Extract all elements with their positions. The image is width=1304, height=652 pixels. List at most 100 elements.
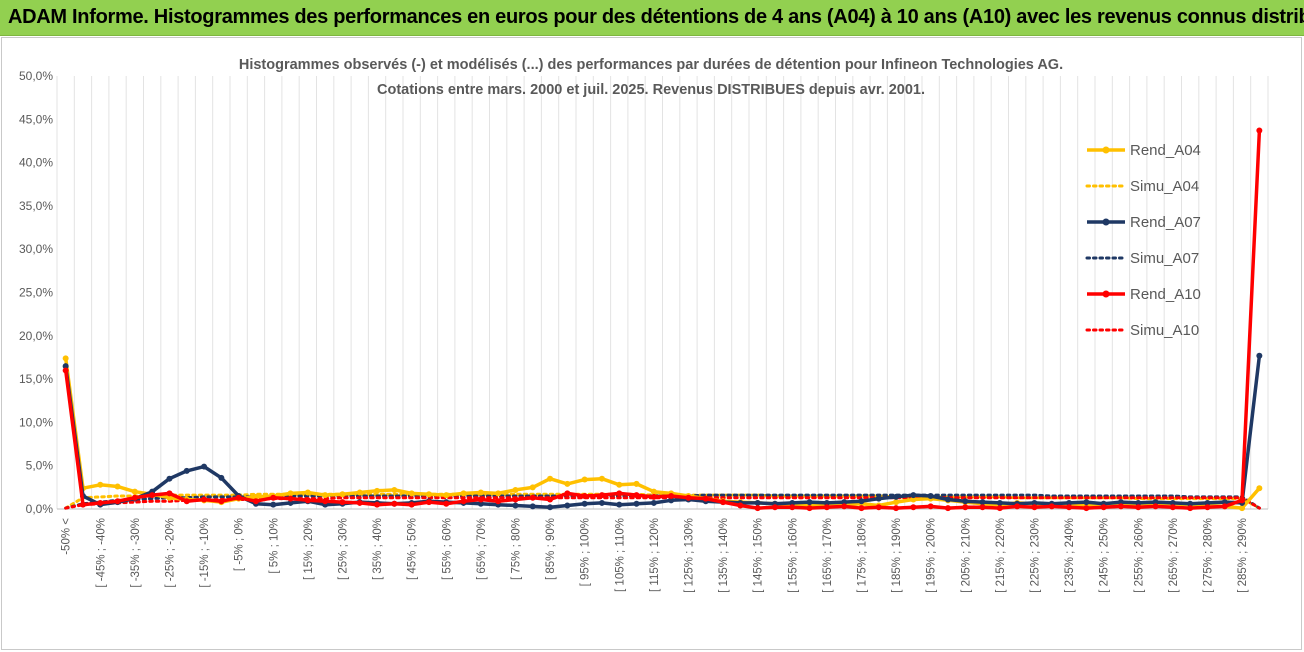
data-point-Rend_A10 xyxy=(771,504,778,511)
data-point-Rend_A04 xyxy=(512,486,519,493)
data-point-Rend_A04 xyxy=(633,480,640,487)
data-point-Rend_A10 xyxy=(408,501,415,508)
x-tick-label: [ -35% ; -30% xyxy=(130,518,142,588)
data-point-Rend_A10 xyxy=(1117,503,1124,510)
data-point-Rend_A07 xyxy=(166,475,173,482)
data-point-Rend_A10 xyxy=(529,494,536,501)
chart-title: Histogrammes observés (-) et modélisés (… xyxy=(239,57,1063,73)
x-tick-label: [ -5% ; 0% xyxy=(234,518,246,571)
data-point-Rend_A07 xyxy=(1169,499,1176,506)
x-tick-label: [ 235% ; 240% xyxy=(1064,518,1076,593)
data-point-Rend_A07 xyxy=(633,500,640,507)
data-point-Rend_A04 xyxy=(62,355,69,362)
data-point-Rend_A04 xyxy=(910,496,917,503)
data-point-Rend_A10 xyxy=(910,504,917,511)
legend-label: Rend_A07 xyxy=(1130,214,1201,231)
data-point-Rend_A07 xyxy=(1083,499,1090,506)
x-axis: -50% < [ -45% ; -40% [ -35% ; -30% [ -25% ;… xyxy=(61,518,1249,593)
data-point-Rend_A10 xyxy=(339,499,346,506)
data-point-Rend_A10 xyxy=(996,505,1003,512)
y-axis: 0,0% 5,0% 10,0% 15,0% 20,0% 25,0% 30,0% 35,0% 40… xyxy=(19,69,53,516)
data-point-Rend_A07 xyxy=(806,499,813,506)
report-title: ADAM Informe. Histogrammes des performan… xyxy=(8,6,1304,28)
data-point-Rend_A04 xyxy=(356,489,363,496)
data-point-Rend_A07 xyxy=(823,499,830,506)
data-point-Rend_A10 xyxy=(183,498,190,505)
x-tick-label: [ 65% ; 70% xyxy=(476,518,488,580)
data-point-Rend_A10 xyxy=(166,490,173,497)
data-point-Rend_A07 xyxy=(858,498,865,505)
x-tick-label: [ 145% ; 150% xyxy=(753,518,765,593)
data-point-Rend_A07 xyxy=(616,501,623,508)
data-point-Rend_A07 xyxy=(789,499,796,506)
data-point-Rend_A10 xyxy=(1066,504,1073,511)
x-tick-label: [ 5% ; 10% xyxy=(268,518,280,574)
x-tick-label: [ 25% ; 30% xyxy=(337,518,349,580)
x-tick-label: [ -45% ; -40% xyxy=(95,518,107,588)
data-point-Rend_A10 xyxy=(1221,503,1228,510)
data-point-Rend_A07 xyxy=(201,463,208,470)
data-point-Rend_A07 xyxy=(1152,499,1159,506)
data-point-Rend_A10 xyxy=(1100,504,1107,511)
data-point-Rend_A10 xyxy=(477,496,484,503)
data-point-Rend_A04 xyxy=(460,490,467,497)
y-tick-label: 40,0% xyxy=(19,156,53,170)
x-tick-label: [ 195% ; 200% xyxy=(926,518,938,593)
data-point-Rend_A07 xyxy=(1066,499,1073,506)
data-point-Rend_A10 xyxy=(564,490,571,497)
data-point-Rend_A04 xyxy=(443,492,450,499)
data-point-Rend_A07 xyxy=(841,499,848,506)
series-line-Rend_A07 xyxy=(63,355,1262,510)
data-point-Rend_A10 xyxy=(858,505,865,512)
data-point-Rend_A10 xyxy=(1169,504,1176,511)
data-point-Rend_A10 xyxy=(1031,504,1038,511)
data-point-Rend_A04 xyxy=(374,487,381,494)
data-point-Rend_A10 xyxy=(218,498,225,505)
data-point-Rend_A04 xyxy=(408,490,415,497)
data-point-Rend_A10 xyxy=(512,496,519,503)
y-tick-label: 10,0% xyxy=(19,415,53,429)
legend-marker-Rend_A10 xyxy=(1102,290,1110,298)
data-point-Rend_A10 xyxy=(616,490,623,497)
data-point-Rend_A07 xyxy=(218,474,225,481)
data-point-Rend_A07 xyxy=(564,502,571,509)
data-point-Rend_A10 xyxy=(598,492,605,499)
y-tick-label: 0,0% xyxy=(26,502,54,516)
data-point-Rend_A10 xyxy=(875,504,882,511)
data-point-Rend_A10 xyxy=(356,499,363,506)
x-tick-label: [ 165% ; 170% xyxy=(822,518,834,593)
data-point-Rend_A10 xyxy=(893,505,900,512)
legend-marker-Rend_A04 xyxy=(1102,146,1110,154)
y-tick-label: 5,0% xyxy=(26,459,54,473)
data-point-Rend_A10 xyxy=(201,496,208,503)
x-tick-label: [ 225% ; 230% xyxy=(1029,518,1041,593)
data-point-Rend_A07 xyxy=(668,497,675,504)
series-layer xyxy=(62,127,1263,512)
data-point-Rend_A07 xyxy=(287,499,294,506)
data-point-Rend_A10 xyxy=(1083,505,1090,512)
data-point-Rend_A07 xyxy=(979,499,986,506)
data-point-Rend_A10 xyxy=(443,500,450,507)
data-point-Rend_A10 xyxy=(149,492,156,499)
data-point-Rend_A04 xyxy=(252,493,259,500)
data-point-Rend_A04 xyxy=(114,483,121,490)
data-point-Rend_A10 xyxy=(62,367,69,374)
y-tick-label: 20,0% xyxy=(19,329,53,343)
legend-label: Simu_A07 xyxy=(1130,250,1199,267)
data-point-Rend_A04 xyxy=(339,491,346,498)
x-tick-label: [ 275% ; 280% xyxy=(1202,518,1214,593)
data-point-Rend_A07 xyxy=(1256,352,1263,359)
data-point-Rend_A07 xyxy=(893,493,900,500)
data-point-Rend_A04 xyxy=(564,480,571,487)
legend-label: Simu_A10 xyxy=(1130,322,1199,339)
data-point-Rend_A10 xyxy=(944,505,951,512)
data-point-Rend_A10 xyxy=(322,498,329,505)
data-point-Rend_A04 xyxy=(131,488,138,495)
data-point-Rend_A07 xyxy=(598,499,605,506)
data-point-Rend_A10 xyxy=(460,498,467,505)
data-point-Rend_A10 xyxy=(823,504,830,511)
data-point-Rend_A10 xyxy=(650,493,657,500)
data-point-Rend_A04 xyxy=(616,481,623,488)
data-point-Rend_A07 xyxy=(754,499,761,506)
x-tick-label: [ 115% ; 120% xyxy=(649,518,661,592)
